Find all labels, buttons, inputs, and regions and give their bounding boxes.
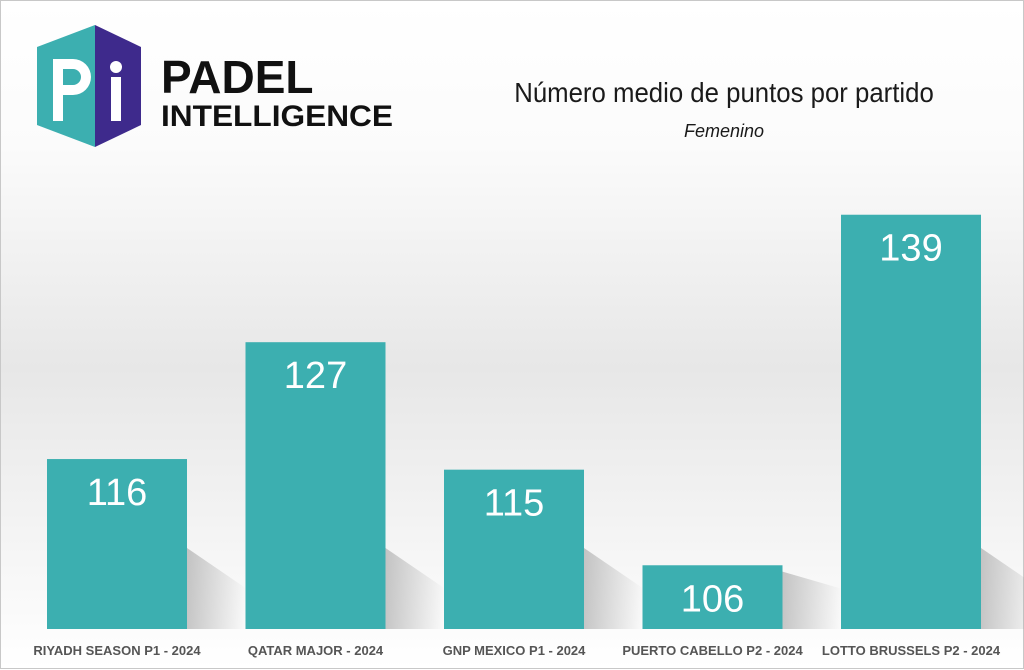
bar-value-label: 127 [284,355,347,397]
chart-title: Número medio de puntos por partido [514,77,934,108]
logo-word-padel: PADEL [161,51,314,103]
bar [444,469,584,629]
bar [642,565,783,629]
category-label: QATAR MAJOR - 2024 [248,643,384,658]
padel-intelligence-logo: PADEL INTELLIGENCE [37,25,393,147]
bar-shadow [584,548,644,629]
bar-shadow [385,548,446,629]
bar-value-label: 116 [87,472,148,514]
category-label: GNP MEXICO P1 - 2024 [443,643,587,658]
bar-shadow [782,571,843,629]
bar-value-label: 106 [681,578,744,620]
category-label: RIYADH SEASON P1 - 2024 [33,643,201,658]
bar [841,214,981,629]
bar-value-label: 139 [879,228,942,270]
bar-value-label: 115 [484,483,545,525]
logo-word-intelligence: INTELLIGENCE [161,100,393,133]
bar [245,342,386,629]
bar-shadow [187,548,247,629]
category-label: LOTTO BRUSSELS P2 - 2024 [822,643,1001,658]
chart-subtitle: Femenino [683,121,765,141]
category-label: PUERTO CABELLO P2 - 2024 [622,643,803,658]
bar [47,459,187,629]
bar-shadow [981,548,1024,629]
